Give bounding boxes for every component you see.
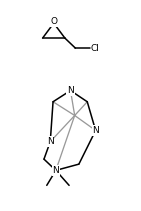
Text: N: N [67,86,74,95]
Text: N: N [47,137,54,146]
Text: N: N [52,166,59,175]
Text: Cl: Cl [91,44,100,53]
Text: N: N [92,126,99,135]
Text: O: O [50,17,57,26]
